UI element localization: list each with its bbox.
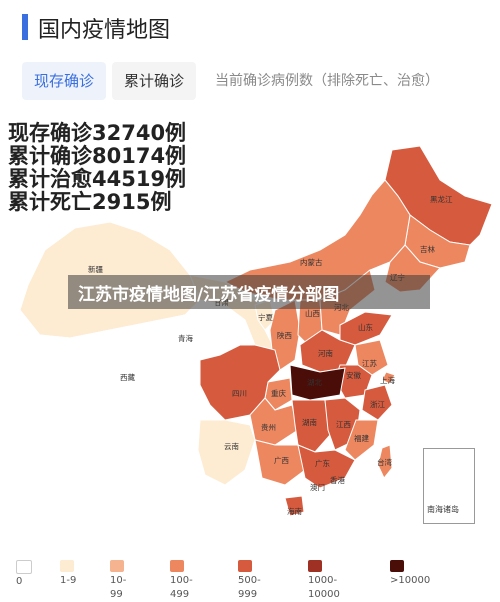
province-yunnan[interactable] — [197, 419, 256, 486]
legend-label: 0 — [16, 576, 23, 587]
label-neimenggu: 内蒙古 — [300, 257, 323, 267]
legend-label: 100-499 — [170, 575, 193, 600]
label-ningxia: 宁夏 — [258, 312, 273, 322]
legend-swatch — [390, 560, 404, 572]
label-jiangsu: 江苏 — [362, 358, 377, 368]
label-guizhou: 贵州 — [261, 422, 276, 432]
legend-swatch — [238, 560, 252, 572]
province-henan[interactable] — [299, 329, 356, 373]
legend-label: 1-9 — [60, 575, 77, 586]
legend-label: >10000 — [390, 575, 431, 586]
label-hainan: 海南 — [287, 506, 302, 516]
legend-item[interactable]: 1-9 — [60, 560, 78, 586]
label-yunnan: 云南 — [224, 441, 239, 451]
legend-label: 500-999 — [238, 575, 261, 600]
label-jiangxi: 江西 — [336, 420, 351, 429]
stat-total-cured: 累计治愈44519例 — [8, 167, 187, 191]
legend-swatch — [308, 560, 322, 572]
label-heilongjiang: 黑龙江 — [430, 194, 453, 204]
label-fujian: 福建 — [354, 433, 369, 443]
legend-item[interactable]: 10-99 — [110, 560, 128, 600]
label-henan: 河南 — [318, 348, 333, 358]
province-guangdong[interactable] — [297, 444, 356, 489]
province-jiangsu[interactable] — [354, 339, 389, 376]
legend-swatch — [170, 560, 184, 572]
label-anhui: 安徽 — [346, 370, 361, 380]
province-fujian[interactable] — [344, 419, 379, 461]
province-sichuan[interactable] — [199, 344, 281, 421]
label-shanghai: 上海 — [380, 375, 395, 385]
watermark-banner-text: 江苏市疫情地图/江苏省疫情分部图 — [78, 285, 340, 305]
label-sichuan: 四川 — [232, 389, 247, 398]
label-xinjiang: 新疆 — [88, 264, 103, 274]
label-xianggang: 香港 — [330, 475, 345, 485]
page-title: 国内疫情地图 — [38, 18, 171, 43]
label-shanxi: 山西 — [305, 308, 320, 318]
label-qinghai: 青海 — [178, 333, 193, 343]
label-xizang: 西藏 — [120, 372, 135, 382]
province-shanghai[interactable] — [381, 371, 396, 385]
watermark-banner-bg — [68, 275, 430, 309]
label-zhejiang: 浙江 — [370, 399, 385, 409]
label-shandong: 山东 — [358, 322, 373, 332]
label-taiwan: 台湾 — [377, 457, 392, 467]
label-hubei: 湖北 — [307, 378, 322, 387]
label-guangdong: 广东 — [315, 458, 330, 468]
legend-swatch — [16, 560, 32, 574]
label-aomen: 澳门 — [310, 482, 325, 492]
legend-item[interactable]: 500-999 — [238, 560, 261, 600]
legend-label: 1000-10000 — [308, 575, 340, 600]
label-hunan: 湖南 — [302, 417, 317, 427]
tab-cumulative-confirmed[interactable]: 累计确诊 — [112, 62, 197, 100]
legend-label: 10-99 — [110, 575, 127, 600]
province-taiwan[interactable] — [377, 444, 393, 479]
stat-total-confirmed: 累计确诊80174例 — [8, 144, 187, 168]
title-accent-bar — [22, 14, 28, 40]
stat-total-dead: 累计死亡2915例 — [8, 190, 172, 214]
province-hainan[interactable] — [284, 495, 305, 517]
tab-current-confirmed[interactable]: 现存确诊 — [22, 62, 107, 100]
south-china-sea-label: 南海诸岛 — [427, 505, 459, 514]
province-zhejiang[interactable] — [361, 384, 393, 421]
legend-item[interactable]: 100-499 — [170, 560, 193, 600]
legend-swatch — [110, 560, 124, 572]
label-chongqing: 重庆 — [271, 388, 286, 398]
south-china-sea-inset — [423, 448, 475, 524]
tab-description: 当前确诊病例数（排除死亡、治愈） — [215, 73, 439, 89]
stat-current-confirmed: 现存确诊32740例 — [8, 121, 187, 145]
stats-panel: 现存确诊32740例 累计确诊80174例 累计治愈44519例 累计死亡291… — [8, 122, 186, 214]
legend-item[interactable]: >10000 — [390, 560, 430, 586]
legend-swatch — [60, 560, 74, 572]
legend-item[interactable]: 0 — [16, 560, 36, 587]
label-shaanxi: 陕西 — [277, 330, 292, 340]
label-jilin: 吉林 — [420, 244, 435, 254]
label-guangxi: 广西 — [274, 455, 289, 465]
legend-item[interactable]: 1000-10000 — [308, 560, 340, 600]
